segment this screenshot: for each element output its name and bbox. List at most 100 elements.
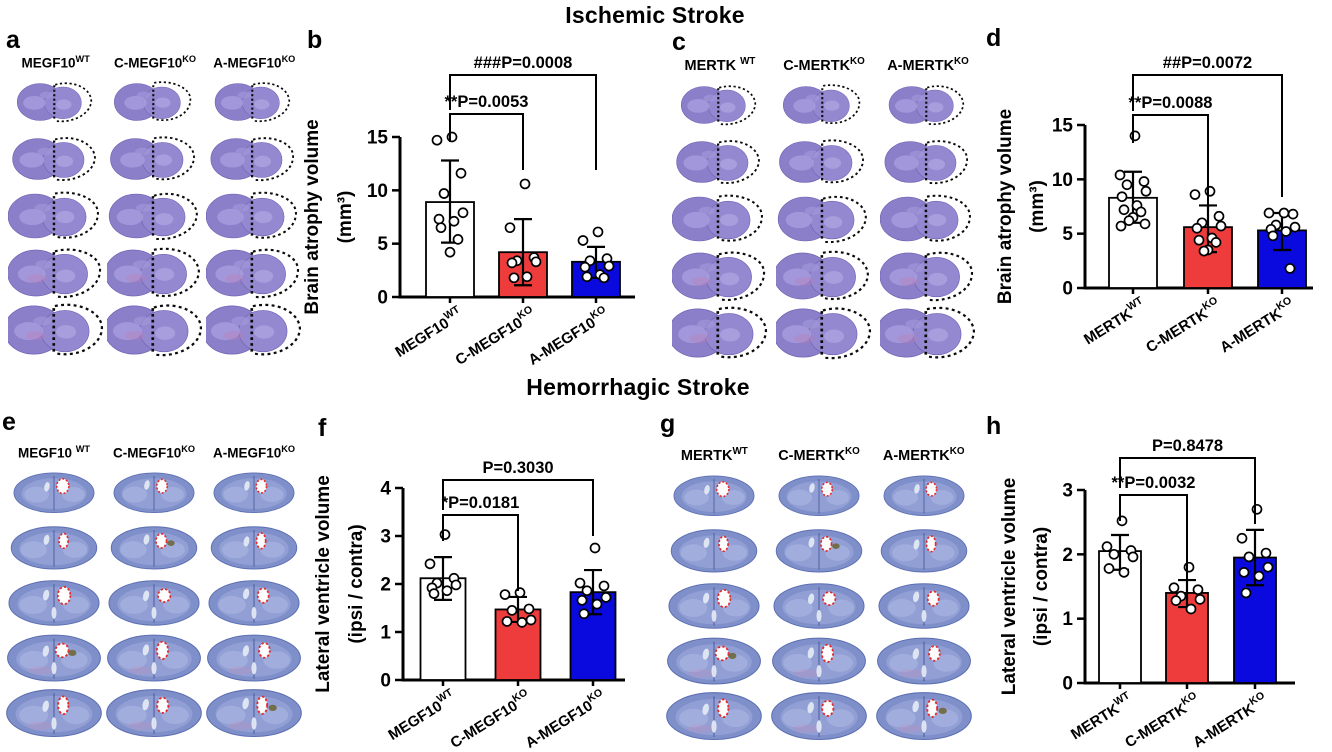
data-point — [452, 234, 464, 245]
data-point — [579, 261, 591, 273]
left-ventricle — [142, 698, 149, 710]
brain-section-image — [783, 84, 861, 124]
atrophy-contour-dotted-outline — [926, 140, 968, 184]
brain-section-cell — [6, 187, 105, 244]
brain-grid — [4, 463, 304, 738]
stain-texture — [218, 595, 246, 614]
brain-section-cell — [4, 628, 104, 683]
brain-shape — [772, 637, 866, 685]
stain-texture — [225, 273, 245, 283]
x-category-superscript: WT — [442, 303, 463, 322]
brain-section-cell — [104, 628, 204, 683]
y-tick-label: 3 — [1062, 481, 1073, 502]
stain-texture — [699, 262, 717, 272]
enlarged-ventricle-red-dotted-outline — [925, 481, 937, 497]
panel-letter-b: b — [307, 26, 323, 54]
data-point — [1236, 532, 1248, 544]
enlarged-ventricle-red-dotted-outline — [157, 587, 172, 603]
stain-texture — [894, 98, 918, 113]
section-title-hemorrhagic: Hemorrhagic Stroke — [526, 374, 750, 400]
brain-section-cell — [876, 304, 980, 361]
data-point — [1116, 191, 1128, 203]
brain-section-cell — [105, 187, 204, 244]
brain-section-image — [108, 192, 198, 240]
left-ventricle — [143, 533, 150, 545]
brain-shape — [888, 85, 965, 125]
data-point — [446, 131, 458, 143]
stain-texture — [691, 276, 711, 286]
brain-section-image — [671, 529, 758, 573]
group-label-superscript: WT — [732, 446, 748, 457]
data-point — [1289, 221, 1301, 233]
brain-section-cell — [4, 518, 104, 573]
enlarged-ventricle-red-dotted-outline — [255, 478, 268, 494]
brain-shape — [16, 81, 92, 122]
brain-section-cell — [662, 576, 767, 631]
brain-section-image — [113, 472, 195, 513]
y-tick-label: 5 — [1062, 224, 1073, 245]
significance-label: ##P=0.0072 — [1163, 54, 1252, 72]
stain-texture — [235, 147, 252, 155]
data-point — [1284, 263, 1296, 274]
stain-texture — [781, 324, 812, 343]
stain-texture — [697, 319, 716, 329]
brain-section-image — [778, 475, 860, 516]
brain-shape — [775, 529, 863, 573]
data-point — [581, 585, 593, 597]
brain-section-image — [880, 194, 971, 242]
bar-chart-brain-atrophy-mertk: 0 5 10 15 Brain atrophy volume (mm³) MERTKWTC-… — [995, 54, 1313, 356]
data-point — [1138, 176, 1150, 187]
stain-texture — [687, 98, 710, 113]
third-ventricle — [251, 606, 257, 619]
brain-shape — [114, 80, 192, 121]
data-point — [441, 585, 453, 597]
left-ventricle — [243, 535, 250, 547]
data-point — [591, 598, 603, 610]
data-point — [1253, 570, 1265, 582]
stain-texture — [25, 330, 46, 340]
brain-section-image — [680, 85, 757, 126]
brain-panel-megf10-hemorrhagic: MEGF10 WT C-MEGF10KO A-MEGF10KO — [4, 444, 304, 738]
x-category-superscript: WT — [1125, 294, 1146, 313]
group-label-superscript: WT — [75, 444, 91, 454]
brain-section-image — [667, 637, 762, 685]
y-tick-label: 4 — [380, 479, 391, 500]
stain-texture — [789, 155, 814, 171]
x-category-label: C-MERTKKO — [1121, 689, 1204, 751]
brain-section-cell — [105, 130, 204, 187]
stain-texture — [154, 96, 171, 108]
stain-texture — [237, 91, 252, 99]
stain-texture — [782, 708, 812, 728]
atrophy-contour-dotted-outline — [253, 191, 298, 239]
data-point — [1263, 207, 1275, 219]
left-ventricle — [142, 643, 150, 655]
atrophy-contour-dotted-outline — [153, 135, 195, 180]
brain-section-cell — [772, 76, 876, 133]
third-ventricle — [151, 606, 157, 619]
data-point — [1121, 179, 1133, 191]
stain-texture — [154, 212, 174, 225]
group-label-superscript: KO — [954, 56, 969, 67]
atrophy-contour-dotted-outline — [54, 136, 96, 181]
stain-texture — [28, 665, 53, 674]
brain-shape — [113, 472, 195, 513]
brain-shape — [680, 85, 757, 126]
stain-texture — [114, 265, 142, 283]
stain-texture — [783, 653, 812, 673]
third-ventricle — [921, 720, 927, 733]
left-ventricle — [912, 591, 919, 603]
group-label: C-MERTKKO — [783, 56, 865, 74]
y-tick-label: 10 — [1052, 170, 1073, 191]
enlarged-ventricle-red-dotted-outline — [717, 588, 732, 608]
column-headers: MEGF10WT C-MEGF10KO A-MEGF10KO — [6, 54, 304, 71]
atrophy-contour-dotted-outline — [822, 250, 869, 300]
third-ventricle — [711, 609, 717, 622]
hemorrhage-spot — [268, 704, 277, 711]
stain-texture — [126, 273, 146, 283]
y-tick-label: 10 — [367, 181, 388, 202]
left-ventricle — [242, 587, 250, 599]
significance-bracket — [449, 74, 597, 170]
brain-section-image — [878, 583, 970, 629]
brain-section-cell — [876, 76, 980, 133]
brain-section-cell — [6, 301, 105, 358]
